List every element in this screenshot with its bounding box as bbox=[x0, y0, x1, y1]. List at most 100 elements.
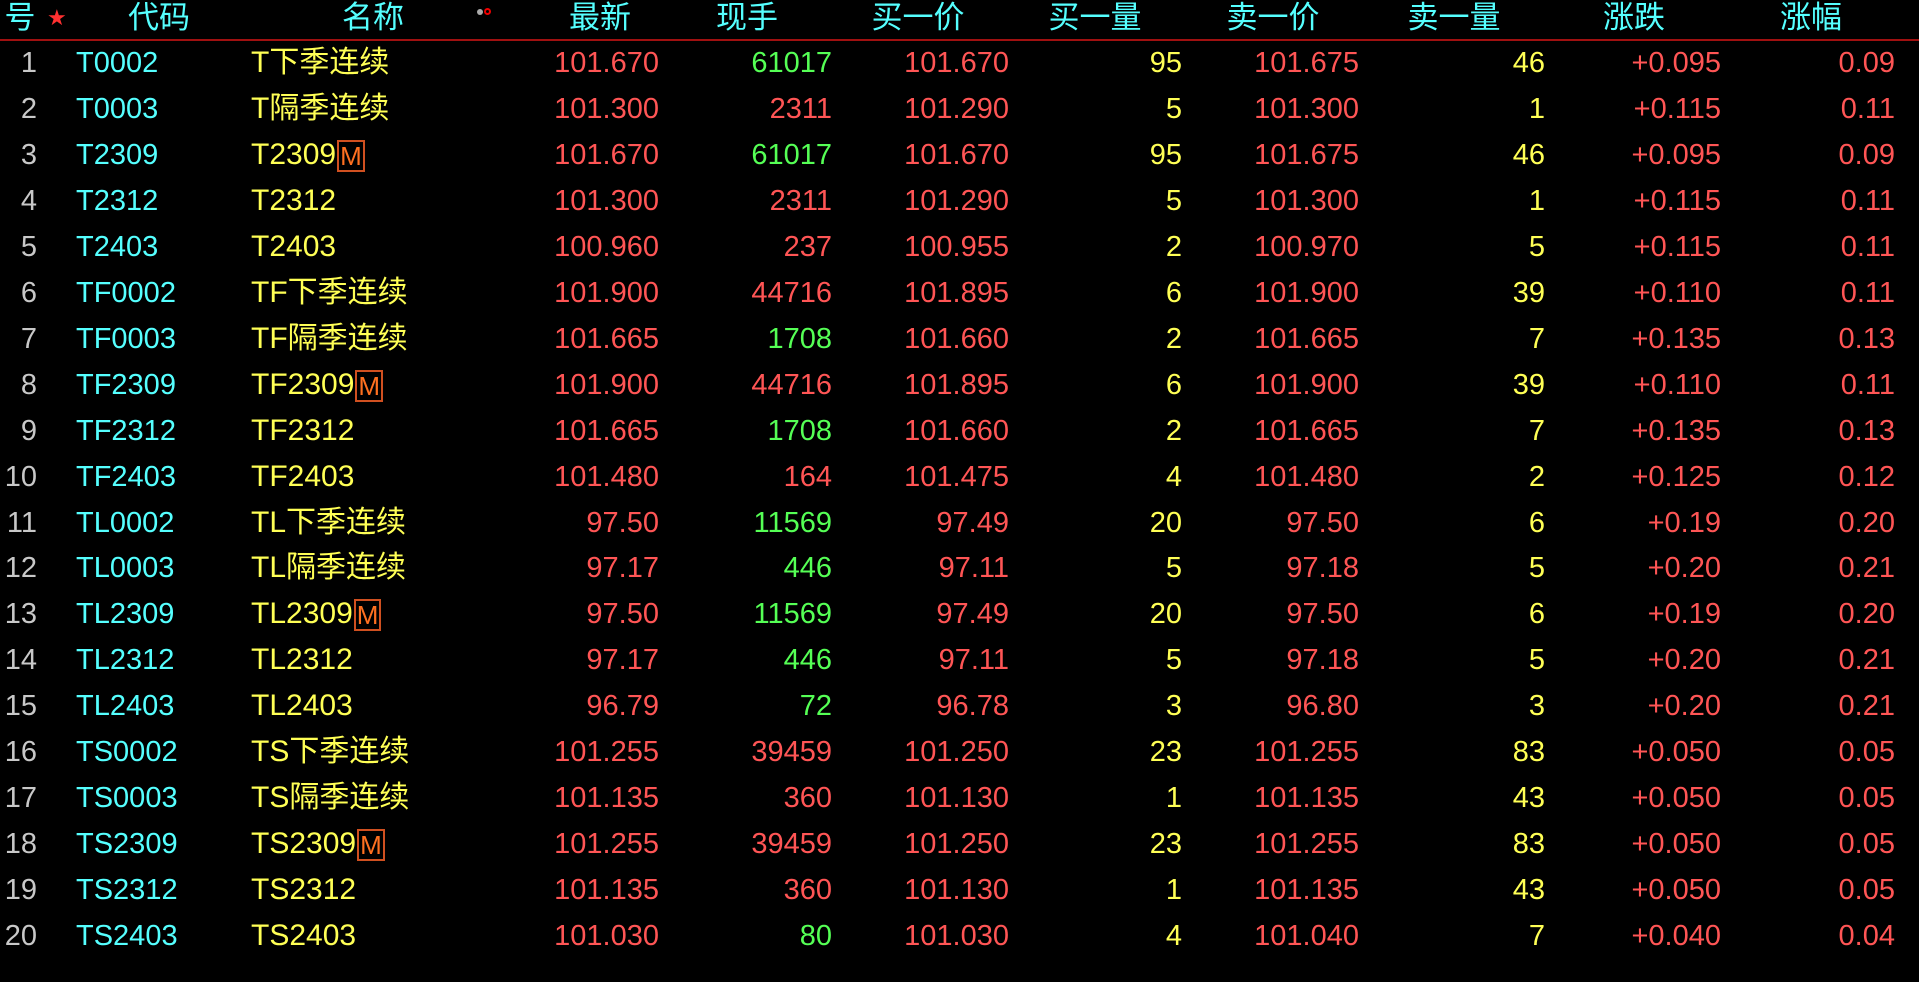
bid-qty-cell-text: 1 bbox=[1165, 874, 1182, 907]
bid-qty-cell: 20 bbox=[1150, 500, 1182, 546]
name-cell-text: T2403 bbox=[251, 229, 337, 263]
table-row[interactable]: 6 TF0002 TF下季连续 101.900 44716 101.895 6 101.900… bbox=[0, 270, 1919, 316]
pct-change-cell: 0.05 bbox=[1839, 775, 1895, 821]
change-cell: +0.20 bbox=[1648, 545, 1721, 591]
volume-cell: 446 bbox=[784, 545, 832, 591]
header-pct[interactable]: 涨幅 bbox=[1780, 0, 1842, 35]
table-row[interactable]: 15 TL2403 TL2403 96.79 72 96.78 3 96.80 3 +0.20 0.… bbox=[0, 683, 1919, 729]
bid-price-cell-text: 101.895 bbox=[904, 368, 1009, 401]
change-cell-text: +0.110 bbox=[1633, 276, 1721, 309]
header-index[interactable]: 号 bbox=[4, 0, 36, 35]
table-row[interactable]: 20 TS2403 TS2403 101.030 80 101.030 4 101.040 7 +… bbox=[0, 913, 1919, 959]
pct-change-cell-text: 0.05 bbox=[1838, 736, 1895, 769]
name-cell-text: TS隔季连续 bbox=[251, 781, 410, 815]
table-row[interactable]: 14 TL2312 TL2312 97.17 446 97.11 5 97.18 5 +0.20 0… bbox=[0, 637, 1919, 683]
name-cell-text: TF下季连续 bbox=[251, 275, 408, 309]
ask-qty-cell-text: 7 bbox=[1528, 414, 1545, 447]
table-row[interactable]: 7 TF0003 TF隔季连续 101.665 1708 101.660 2 101.665 7… bbox=[0, 316, 1919, 362]
name-cell-text: TL隔季连续 bbox=[251, 551, 407, 585]
code-cell: TF0002 bbox=[76, 270, 176, 316]
volume-cell: 360 bbox=[784, 867, 832, 913]
name-cell-text: TS2309 bbox=[251, 827, 357, 861]
column-toggle-icon[interactable] bbox=[477, 2, 492, 20]
bid-price-cell-text: 101.660 bbox=[904, 322, 1009, 355]
table-row[interactable]: 18 TS2309 TS2309 M 101.255 39459 101.250 23 101.… bbox=[0, 821, 1919, 867]
header-bid[interactable]: 买一价 bbox=[871, 0, 965, 35]
table-row[interactable]: 11 TL0002 TL下季连续 97.50 11569 97.49 20 97.50 6 +0.… bbox=[0, 500, 1919, 546]
ask-price-cell: 101.675 bbox=[1254, 132, 1359, 178]
table-row[interactable]: 13 TL2309 TL2309 M 97.50 11569 97.49 20 97.50 6 +0… bbox=[0, 591, 1919, 637]
pct-change-cell: 0.09 bbox=[1839, 132, 1895, 178]
last-price-cell-text: 101.255 bbox=[554, 736, 659, 769]
header-volume[interactable]: 现手 bbox=[716, 0, 778, 35]
last-price-cell: 101.030 bbox=[554, 913, 659, 959]
favorite-star-icon[interactable]: ★ bbox=[47, 5, 67, 30]
name-cell: TF隔季连续 bbox=[251, 316, 408, 362]
last-price-cell: 97.50 bbox=[586, 500, 659, 546]
bid-price-cell-text: 101.670 bbox=[904, 138, 1009, 171]
ask-qty-cell: 1 bbox=[1529, 178, 1545, 224]
table-row[interactable]: 16 TS0002 TS下季连续 101.255 39459 101.250 23 101.2… bbox=[0, 729, 1919, 775]
table-row[interactable]: 1 T0002 T下季连续 101.670 61017 101.670 95 101.675 4… bbox=[0, 40, 1919, 86]
code-cell-text: TL0003 bbox=[76, 552, 175, 585]
code-cell-text: T0002 bbox=[76, 47, 159, 79]
code-cell: TF2312 bbox=[76, 408, 176, 454]
code-cell: TL2312 bbox=[76, 637, 174, 683]
volume-cell: 11569 bbox=[754, 591, 833, 637]
table-row[interactable]: 12 TL0003 TL隔季连续 97.17 446 97.11 5 97.18 5 +0.20 0… bbox=[0, 545, 1919, 591]
change-cell: +0.125 bbox=[1631, 454, 1721, 500]
table-row[interactable]: 17 TS0003 TS隔季连续 101.135 360 101.130 1 101.135 4… bbox=[0, 775, 1919, 821]
bid-price-cell-text: 97.49 bbox=[936, 506, 1009, 539]
table-row[interactable]: 8 TF2309 TF2309 M 101.900 44716 101.895 6 101.90… bbox=[0, 362, 1919, 408]
header-last[interactable]: 最新 bbox=[569, 0, 631, 35]
table-row[interactable]: 3 T2309 T2309 M 101.670 61017 101.670 95 101.675… bbox=[0, 132, 1919, 178]
row-index-text: 10 bbox=[4, 460, 37, 493]
name-cell: TL2309 M bbox=[251, 591, 382, 637]
name-cell: T2309 M bbox=[251, 132, 365, 178]
code-cell: TF2403 bbox=[76, 454, 176, 500]
pct-change-cell: 0.21 bbox=[1839, 683, 1895, 729]
row-index: 12 bbox=[5, 545, 37, 591]
pct-change-cell: 0.05 bbox=[1839, 729, 1895, 775]
table-row[interactable]: 10 TF2403 TF2403 101.480 164 101.475 4 101.480 2… bbox=[0, 454, 1919, 500]
table-row[interactable]: 9 TF2312 TF2312 101.665 1708 101.660 2 101.665 7… bbox=[0, 408, 1919, 454]
volume-cell-text: 61017 bbox=[751, 47, 832, 79]
ask-price-cell-text: 101.300 bbox=[1254, 184, 1359, 217]
ask-qty-cell-text: 3 bbox=[1528, 690, 1545, 723]
header-name[interactable]: 名称 bbox=[342, 0, 404, 35]
bid-qty-cell-text: 3 bbox=[1165, 690, 1182, 723]
ask-qty-cell: 46 bbox=[1513, 132, 1545, 178]
header-bid-qty[interactable]: 买一量 bbox=[1048, 0, 1142, 35]
ask-price-cell: 97.18 bbox=[1286, 637, 1359, 683]
code-cell: T0003 bbox=[76, 86, 158, 132]
change-cell-text: +0.19 bbox=[1647, 506, 1721, 539]
last-price-cell: 97.17 bbox=[586, 637, 659, 683]
change-cell: +0.20 bbox=[1648, 683, 1721, 729]
table-row[interactable]: 2 T0003 T隔季连续 101.300 2311 101.290 5 101.300 1 +0… bbox=[0, 86, 1919, 132]
name-cell-text: TF2312 bbox=[251, 413, 355, 447]
change-cell-text: +0.050 bbox=[1631, 828, 1721, 861]
bid-price-cell-text: 100.955 bbox=[904, 230, 1009, 263]
table-row[interactable]: 19 TS2312 TS2312 101.135 360 101.130 1 101.135 4… bbox=[0, 867, 1919, 913]
last-price-cell: 96.79 bbox=[586, 683, 659, 729]
name-cell: TF2312 bbox=[251, 408, 354, 454]
code-cell: TS2312 bbox=[76, 867, 178, 913]
row-index: 8 bbox=[21, 362, 37, 408]
change-cell: +0.050 bbox=[1631, 867, 1721, 913]
main-contract-badge: M bbox=[357, 829, 385, 862]
header-ask[interactable]: 卖一价 bbox=[1226, 0, 1320, 35]
ask-qty-cell: 7 bbox=[1529, 408, 1545, 454]
table-row[interactable]: 4 T2312 T2312 101.300 2311 101.290 5 101.300 1 +0… bbox=[0, 178, 1919, 224]
volume-cell: 39459 bbox=[751, 821, 832, 867]
header-code[interactable]: 代码 bbox=[128, 0, 190, 35]
header-change[interactable]: 涨跌 bbox=[1603, 0, 1665, 35]
header-ask-qty[interactable]: 卖一量 bbox=[1407, 0, 1501, 35]
last-price-cell-text: 101.135 bbox=[554, 782, 659, 815]
code-cell-text: TL2403 bbox=[76, 690, 175, 723]
change-cell-text: +0.125 bbox=[1631, 460, 1721, 493]
table-row[interactable]: 5 T2403 T2403 100.960 237 100.955 2 100.970 5 +0.… bbox=[0, 224, 1919, 270]
ask-price-cell-text: 97.18 bbox=[1286, 552, 1359, 585]
change-cell: +0.095 bbox=[1631, 40, 1721, 86]
name-cell: T下季连续 bbox=[251, 40, 389, 86]
change-cell: +0.050 bbox=[1631, 729, 1721, 775]
